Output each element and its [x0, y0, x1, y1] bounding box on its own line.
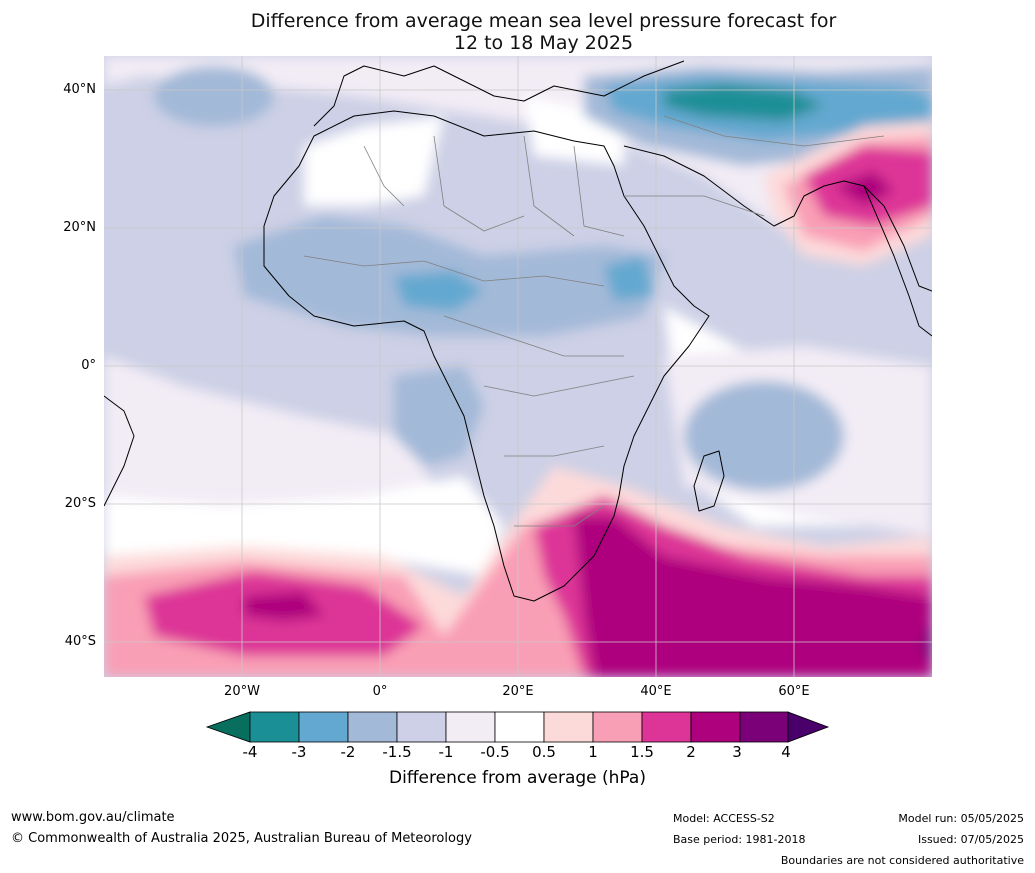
footer-disclaimer: Boundaries are not considered authoritat… — [780, 854, 1024, 867]
colorbar-segment — [543, 711, 594, 743]
lon-label-20w: 20°W — [224, 684, 260, 699]
shading-east-africa-core — [604, 256, 654, 301]
colorbar-segment — [641, 711, 692, 743]
footer-model-run: Model run: 05/05/2025 — [898, 812, 1024, 825]
colorbar-tick: 4 — [781, 743, 791, 761]
colorbar-tick: -0.5 — [480, 743, 510, 761]
coast-south-america — [104, 395, 135, 507]
lat-label-40s: 40°S — [64, 634, 96, 649]
lat-label-20s: 20°S — [64, 496, 96, 511]
colorbar-segment — [494, 711, 545, 743]
shading-congo-low — [394, 366, 484, 466]
colorbar-min-arrow — [205, 711, 251, 743]
colorbar-tick: -1.5 — [382, 743, 412, 761]
footer-issued: Issued: 07/05/2025 — [917, 833, 1024, 846]
lon-label-0: 0° — [372, 684, 388, 699]
shading-white-sahara — [304, 116, 444, 206]
anomaly-shading — [104, 56, 932, 677]
shading-arabian-sea-core — [834, 171, 894, 206]
colorbar-segment — [396, 711, 447, 743]
coast-india — [863, 185, 932, 337]
colorbar-max-arrow — [787, 711, 830, 743]
colorbar-segment — [347, 711, 398, 743]
colorbar-title: Difference from average (hPa) — [389, 768, 646, 788]
colorbar-tick: -3 — [291, 743, 307, 761]
shading-south-high-core-west — [244, 591, 324, 621]
footer-website: www.bom.gov.au/climate — [11, 810, 175, 825]
map-panel — [104, 56, 932, 677]
colorbar-tick: 0.5 — [532, 743, 556, 761]
shading-indian-ocean-low — [684, 381, 844, 491]
coast-africa — [263, 110, 710, 602]
coast-madagascar — [693, 450, 725, 512]
coastlines — [104, 60, 932, 602]
footer-model: Model: ACCESS-S2 — [673, 812, 775, 825]
shading-mediterranean-deep — [664, 84, 824, 121]
lon-label-40e: 40°E — [640, 684, 672, 699]
colorbar-tick: 1 — [588, 743, 598, 761]
graticule — [104, 56, 932, 677]
lat-label-40n: 40°N — [63, 82, 96, 97]
lat-label-0: 0° — [81, 358, 96, 373]
colorbar-segments — [249, 711, 789, 743]
country-borders — [303, 115, 885, 527]
colorbar-segment — [445, 711, 496, 743]
lon-label-20e: 20°E — [502, 684, 534, 699]
colorbar-segment — [249, 711, 300, 743]
pressure-anomaly-map — [104, 56, 932, 677]
colorbar — [205, 711, 830, 743]
colorbar-tick: 2 — [686, 743, 696, 761]
colorbar-tick: 1.5 — [630, 743, 654, 761]
colorbar-segment — [739, 711, 789, 743]
title-line-1: Difference from average mean sea level p… — [250, 10, 837, 32]
colorbar-tick: -4 — [242, 743, 258, 761]
title-line-2: 12 to 18 May 2025 — [453, 32, 634, 54]
shading-south-high-core-east — [574, 516, 932, 677]
shading-azores-low — [154, 66, 274, 126]
colorbar-tick: -2 — [340, 743, 356, 761]
footer-base-period: Base period: 1981-2018 — [673, 833, 806, 846]
shading-light-east-atlantic — [104, 356, 434, 536]
colorbar-tick: -1 — [438, 743, 454, 761]
colorbar-segment — [690, 711, 741, 743]
shading-south-high-peak — [922, 626, 932, 661]
colorbar-segment — [298, 711, 349, 743]
colorbar-tick: 3 — [732, 743, 742, 761]
coast-arabia — [623, 145, 932, 292]
map-title: Difference from average mean sea level p… — [0, 10, 1035, 54]
lat-label-20n: 20°N — [63, 220, 96, 235]
lon-label-60e: 60°E — [778, 684, 810, 699]
coast-europe — [313, 60, 685, 127]
colorbar-segment — [592, 711, 643, 743]
footer-copyright: © Commonwealth of Australia 2025, Austra… — [11, 831, 472, 846]
shading-west-africa-core — [394, 271, 484, 311]
